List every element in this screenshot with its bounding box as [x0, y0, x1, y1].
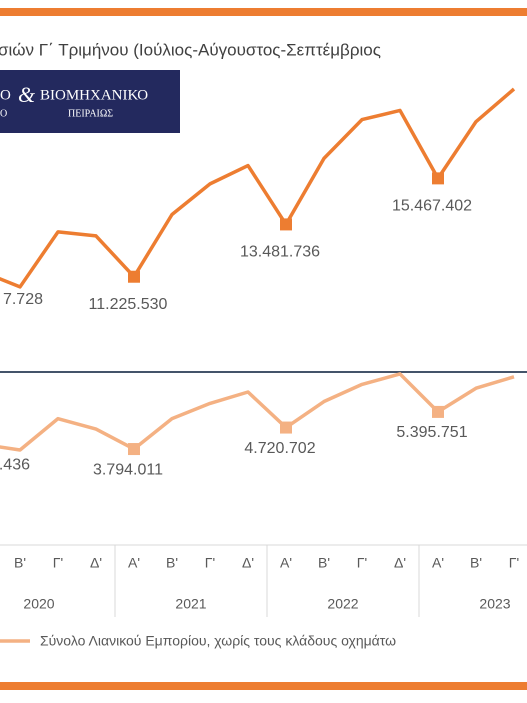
logo-text: ΠΕΙΡΑΙΩΣ	[68, 108, 113, 119]
series-line	[0, 87, 516, 289]
data-label: .436	[0, 457, 30, 474]
x-tick-label: Δ'	[242, 555, 254, 571]
logo-amp: &	[18, 82, 36, 107]
year-label: 2023	[479, 596, 510, 612]
data-label: 5.395.751	[396, 424, 467, 441]
legend-label: Σύνολο Λιανικού Εμπορίου, χωρίς τους κλά…	[40, 633, 396, 649]
point-marker	[280, 218, 292, 231]
point-marker	[128, 270, 140, 283]
logo-text: Ο	[0, 87, 11, 103]
x-tick-label: Γ'	[509, 555, 519, 571]
bottom-band	[0, 682, 527, 690]
data-label: 15.467.402	[392, 198, 472, 215]
year-label: 2022	[327, 596, 358, 612]
logo-text: ΒΙΟΜΗΧΑΝΙΚΟ	[40, 87, 148, 103]
x-tick-label: Δ'	[394, 555, 406, 571]
x-tick-label: Γ'	[357, 555, 367, 571]
logo-text: Ο	[0, 108, 7, 119]
point-marker	[432, 405, 444, 418]
year-label: 2021	[175, 596, 206, 612]
data-label: 11.225.530	[89, 296, 168, 313]
x-tick-label: Δ'	[90, 555, 102, 571]
x-tick-label: Α'	[128, 555, 140, 571]
data-label: 3.794.011	[93, 461, 163, 478]
point-marker	[280, 421, 292, 434]
chart-title: σιών Γ΄ Τριμήνου (Ιούλιος-Αύγουστος-Σεπτ…	[0, 40, 381, 59]
data-label: 13.481.736	[240, 244, 320, 261]
logo-box	[0, 70, 180, 133]
point-marker	[432, 172, 444, 185]
logo: Ο & ΒΙΟΜΗΧΑΝΙΚΟ Ο ΠΕΙΡΑΙΩΣ	[0, 70, 180, 133]
x-tick-label: Α'	[432, 555, 444, 571]
x-tick-label: Β'	[14, 555, 26, 571]
data-label: 4.720.702	[244, 440, 315, 457]
point-marker	[128, 443, 140, 456]
x-tick-label: Α'	[280, 555, 292, 571]
year-label: 2020	[23, 596, 54, 612]
series-line	[0, 372, 515, 452]
x-tick-label: Β'	[166, 555, 178, 571]
x-tick-label: Γ'	[205, 555, 215, 571]
x-tick-label: Β'	[470, 555, 482, 571]
top-band	[0, 8, 527, 16]
data-label: 7.728	[3, 291, 43, 308]
x-tick-label: Γ'	[53, 555, 63, 571]
x-tick-label: Β'	[318, 555, 330, 571]
